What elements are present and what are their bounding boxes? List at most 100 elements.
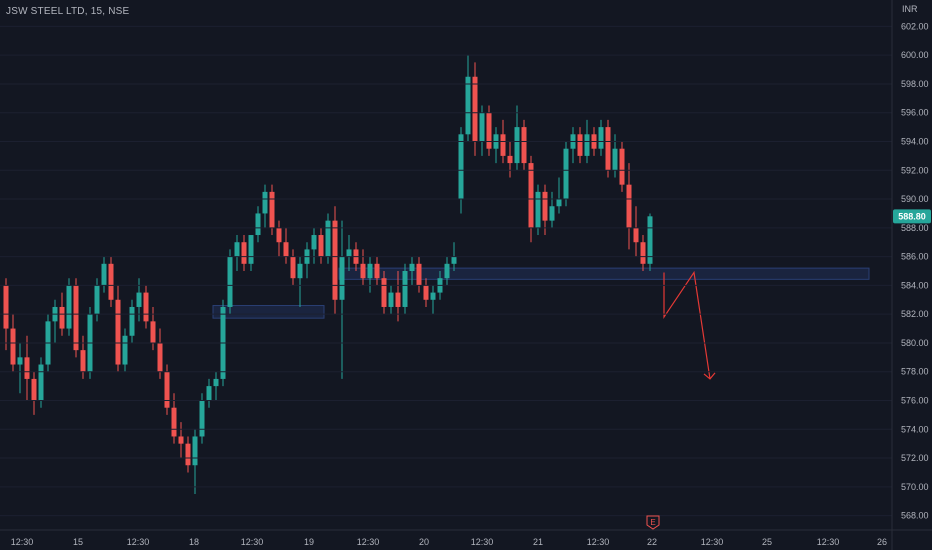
price-tick-label: 576.00	[901, 396, 929, 406]
candle-body	[346, 249, 352, 257]
candle-body	[283, 242, 289, 257]
price-tick-label: 602.00	[901, 21, 929, 31]
candle	[199, 393, 205, 444]
candle-body	[507, 155, 513, 164]
time-tick-label: 12:30	[701, 537, 724, 547]
candle	[381, 271, 387, 315]
candle	[136, 278, 142, 322]
candle	[395, 271, 401, 322]
last-price-badge	[893, 209, 931, 224]
candle-body	[129, 306, 135, 336]
candle-body	[619, 148, 625, 185]
candle	[129, 299, 135, 343]
price-tick-label: 586.00	[901, 252, 929, 262]
time-tick-label: 12:30	[471, 537, 494, 547]
candle	[171, 393, 177, 444]
candle-body	[563, 148, 569, 200]
candle-body	[178, 436, 184, 444]
price-tick-label: 600.00	[901, 50, 929, 60]
candle	[192, 429, 198, 495]
candle-body	[339, 256, 345, 300]
time-tick-label: 19	[304, 537, 314, 547]
candle-body	[402, 271, 408, 307]
projection-path[interactable]	[663, 270, 711, 380]
candle	[430, 285, 436, 315]
candle-body	[227, 256, 233, 307]
candle-body	[213, 378, 219, 387]
candle	[626, 163, 632, 250]
time-tick-label: 22	[647, 537, 657, 547]
candle-body	[542, 191, 548, 221]
candle-body	[136, 292, 142, 307]
candle-body	[185, 443, 191, 466]
candle	[388, 285, 394, 315]
currency-label: INR	[902, 4, 918, 14]
candle	[318, 227, 324, 264]
candle	[31, 371, 37, 415]
candle	[549, 191, 555, 228]
candle-body	[59, 306, 65, 329]
candle	[17, 342, 23, 394]
time-tick-label: 18	[189, 537, 199, 547]
time-tick-label: 12:30	[587, 537, 610, 547]
candle	[122, 328, 128, 372]
candle-body	[3, 285, 9, 329]
candle	[206, 378, 212, 408]
candle-body	[521, 127, 527, 164]
candle-body	[66, 285, 72, 329]
price-tick-label: 572.00	[901, 453, 929, 463]
candle	[150, 306, 156, 351]
support-zone[interactable]	[212, 305, 325, 319]
candle-body	[17, 357, 23, 365]
candle-body	[647, 216, 653, 264]
arrow-head-icon	[703, 372, 716, 380]
candle-body	[248, 235, 254, 264]
support-zone[interactable]	[338, 267, 870, 280]
candle-body	[430, 292, 436, 300]
candle-body	[157, 342, 163, 372]
candle-body	[465, 76, 471, 135]
earnings-marker-icon[interactable]: E	[646, 515, 660, 530]
candle-body	[395, 292, 401, 307]
candle-body	[115, 299, 121, 365]
candle	[472, 62, 478, 156]
candle	[262, 184, 268, 228]
candle-body	[374, 263, 380, 279]
candle-body	[444, 263, 450, 279]
price-tick-label: 578.00	[901, 367, 929, 377]
time-tick-label: 12:30	[127, 537, 150, 547]
candle	[213, 371, 219, 401]
candle-body	[535, 191, 541, 228]
price-tick-label: 590.00	[901, 194, 929, 204]
candle	[409, 256, 415, 286]
symbol-name[interactable]: JSW STEEL LTD	[6, 6, 85, 17]
candle-body	[171, 407, 177, 437]
candle	[24, 335, 30, 401]
candle-body	[409, 263, 415, 271]
candle-body	[472, 76, 478, 142]
candle-body	[108, 263, 114, 300]
candle	[423, 278, 429, 307]
candle	[535, 184, 541, 236]
candle-body	[458, 134, 464, 200]
candle-body	[514, 127, 520, 164]
candle-body	[332, 220, 338, 300]
candle	[297, 256, 303, 307]
price-tick-label: 568.00	[901, 511, 929, 521]
time-tick-label: 21	[533, 537, 543, 547]
earnings-marker-label: E	[650, 518, 655, 527]
candle	[640, 235, 646, 271]
candle	[66, 278, 72, 336]
candle	[577, 127, 583, 164]
candle	[143, 285, 149, 329]
candle-body	[577, 134, 583, 156]
interval-label[interactable]: 15	[90, 6, 103, 17]
candle-body	[269, 191, 275, 228]
candle-body	[528, 163, 534, 228]
price-tick-label: 574.00	[901, 424, 929, 434]
candle-body	[549, 206, 555, 221]
candle	[507, 141, 513, 178]
candle	[521, 119, 527, 171]
